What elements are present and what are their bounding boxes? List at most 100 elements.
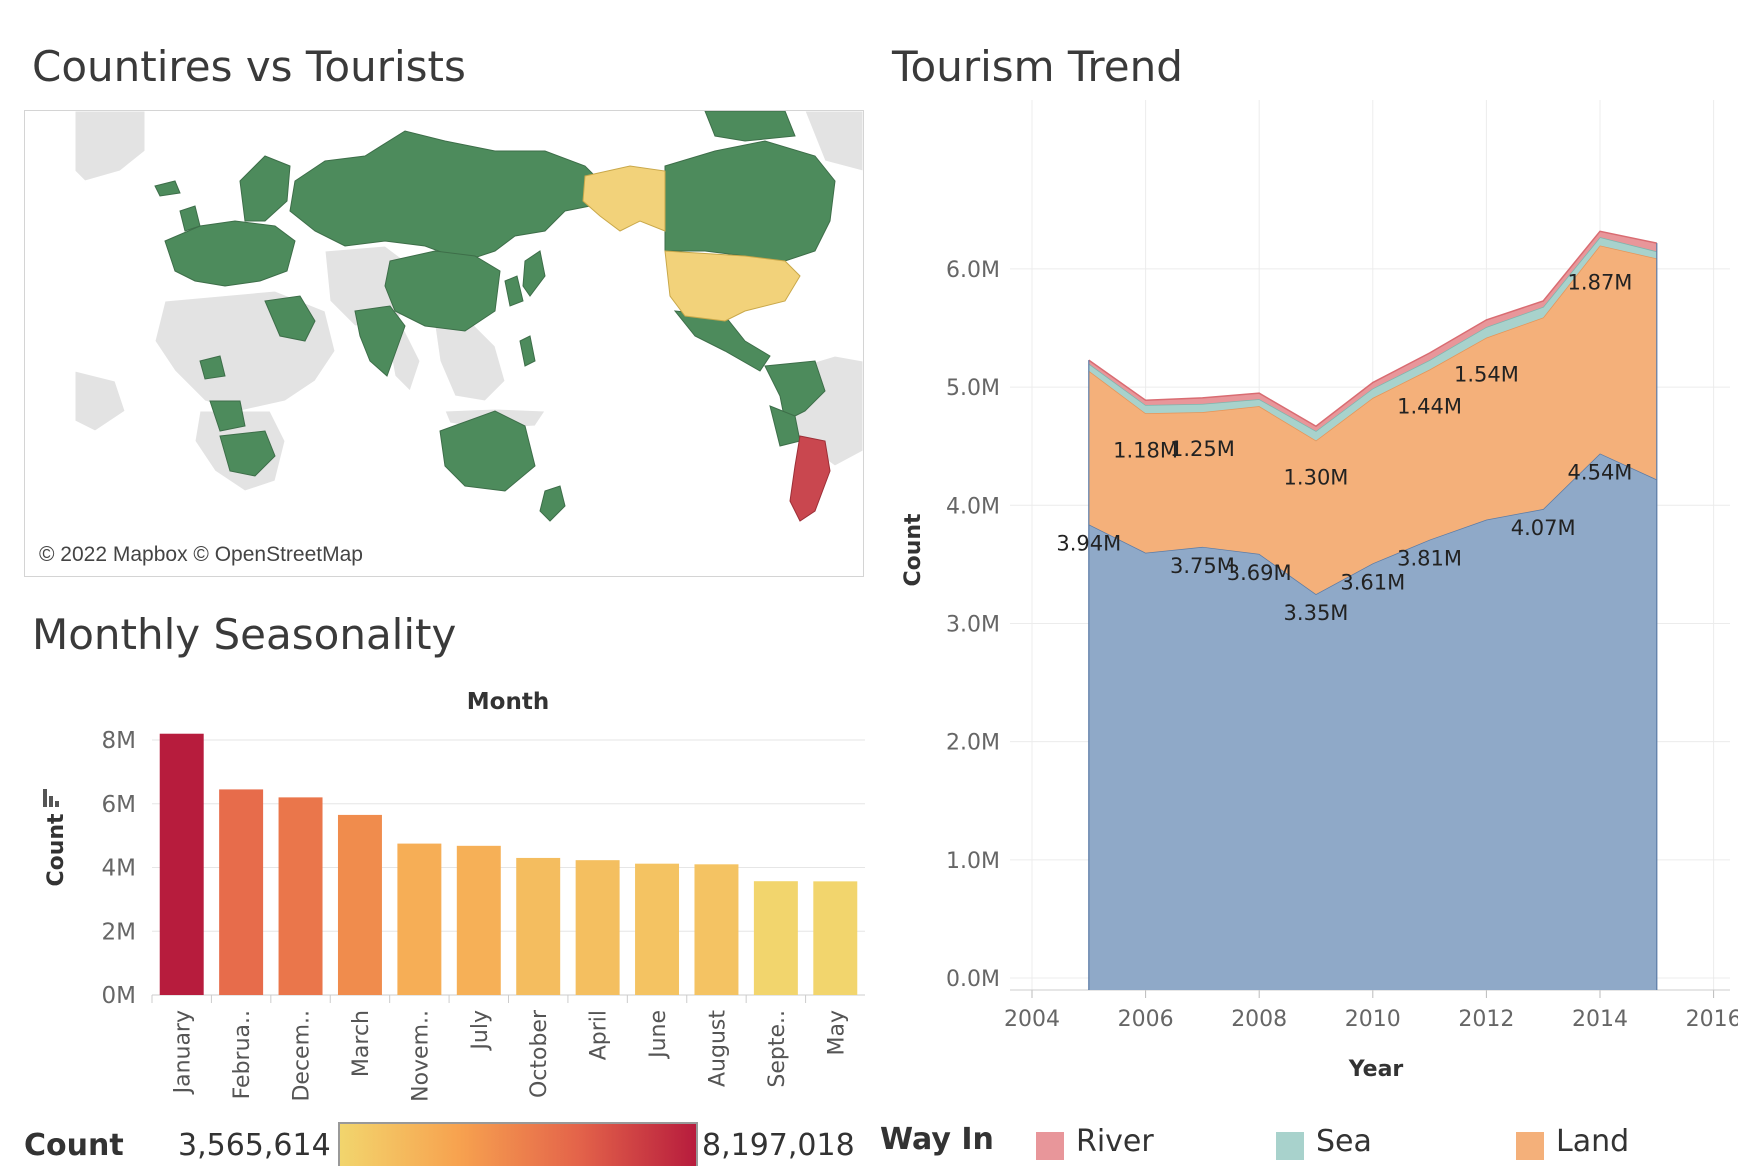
bar-x-tick: August bbox=[705, 1010, 730, 1087]
world-map[interactable] bbox=[25, 111, 863, 576]
count-legend: Count 3,565,614 8,197,018 bbox=[0, 1112, 880, 1166]
area-y-tick: 2.0M bbox=[946, 731, 1000, 756]
bar-11[interactable] bbox=[753, 881, 798, 995]
area-chart-y-label: Count bbox=[901, 513, 926, 587]
area-data-label: 3.75M bbox=[1170, 554, 1235, 578]
count-legend-max: 8,197,018 bbox=[702, 1128, 855, 1163]
bar-x-tick: May bbox=[824, 1010, 849, 1055]
bar-x-tick: Decem.. bbox=[290, 1010, 315, 1102]
seasonality-bar-chart[interactable]: Month Count 0M 2M 4M 6M 8M January Februa.. De… bbox=[0, 670, 880, 1110]
area-chart-x-ticks: 2004 2006 2008 2010 2012 2014 2016 bbox=[1004, 1007, 1738, 1032]
land-mexico bbox=[673, 310, 771, 372]
area-data-label: 3.81M bbox=[1397, 547, 1462, 571]
way-in-item-river[interactable]: River bbox=[1036, 1122, 1216, 1166]
area-data-label: 3.94M bbox=[1056, 531, 1121, 555]
bar-x-tick: Februa.. bbox=[230, 1010, 255, 1099]
area-x-tick: 2014 bbox=[1572, 1007, 1628, 1032]
count-legend-gradient[interactable] bbox=[338, 1122, 698, 1166]
bar-x-tick: March bbox=[349, 1010, 374, 1077]
bar-10[interactable] bbox=[694, 864, 739, 995]
bar-y-tick: 2M bbox=[102, 919, 136, 945]
way-in-item-land[interactable]: Land bbox=[1516, 1122, 1696, 1166]
river-label: River bbox=[1076, 1124, 1154, 1159]
bar-chart-y-label: Count bbox=[44, 813, 69, 887]
area-data-label: 1.54M bbox=[1454, 363, 1519, 387]
bar-y-tick: 4M bbox=[102, 856, 136, 882]
area-data-label: 1.30M bbox=[1284, 465, 1349, 489]
bar-6[interactable] bbox=[456, 845, 501, 995]
bar-y-tick: 8M bbox=[102, 728, 136, 754]
trend-title: Tourism Trend bbox=[892, 42, 1183, 91]
way-in-legend-label: Way In bbox=[880, 1122, 994, 1157]
land-russia bbox=[289, 130, 606, 262]
bar-3[interactable] bbox=[278, 797, 323, 995]
bar-1[interactable] bbox=[159, 733, 204, 995]
bar-9[interactable] bbox=[635, 863, 680, 995]
bar-5[interactable] bbox=[397, 843, 442, 995]
area-chart-layers bbox=[1088, 230, 1658, 990]
land-europe bbox=[164, 220, 296, 287]
area-x-tick: 2010 bbox=[1345, 1007, 1401, 1032]
bar-4[interactable] bbox=[337, 814, 382, 995]
bar-x-tick: Novem.. bbox=[408, 1010, 433, 1102]
area-layer-land[interactable] bbox=[1088, 245, 1657, 595]
land-korea-japan bbox=[504, 250, 546, 307]
seasonality-title: Monthly Seasonality bbox=[32, 610, 457, 659]
bar-12[interactable] bbox=[813, 881, 858, 995]
bar-7[interactable] bbox=[516, 857, 561, 995]
area-layer-air[interactable] bbox=[1088, 453, 1657, 990]
bar-2[interactable] bbox=[219, 789, 264, 995]
bar-x-tick: October bbox=[527, 1009, 552, 1098]
bar-y-tick: 6M bbox=[102, 792, 136, 818]
area-data-label: 3.35M bbox=[1284, 601, 1349, 625]
land-usa bbox=[664, 250, 801, 322]
land-south-africa bbox=[219, 430, 276, 477]
map-title: Countires vs Tourists bbox=[32, 42, 466, 91]
land-iceland bbox=[154, 180, 181, 197]
area-data-label: 4.54M bbox=[1568, 460, 1633, 484]
land-label: Land bbox=[1556, 1124, 1630, 1159]
bar-chart-sort-icon[interactable] bbox=[43, 789, 59, 807]
area-y-tick: 4.0M bbox=[946, 494, 1000, 519]
sea-label: Sea bbox=[1316, 1124, 1372, 1159]
area-data-label: 1.25M bbox=[1170, 437, 1235, 461]
area-y-tick: 5.0M bbox=[946, 376, 1000, 401]
land-greenland-edge bbox=[804, 111, 863, 172]
area-y-tick: 1.0M bbox=[946, 849, 1000, 874]
count-legend-label: Count bbox=[24, 1128, 124, 1163]
river-swatch bbox=[1036, 1132, 1064, 1160]
bar-x-tick: July bbox=[468, 1010, 493, 1052]
area-x-tick: 2016 bbox=[1686, 1007, 1738, 1032]
land-canada-islands bbox=[704, 111, 796, 142]
bar-chart-grid bbox=[151, 739, 865, 1003]
bar-chart-x-ticks: January Februa.. Decem.. March Novem.. July Oc… bbox=[171, 1009, 850, 1102]
land-philippines bbox=[519, 335, 536, 367]
land-saudi bbox=[264, 295, 316, 342]
area-line-river bbox=[1088, 230, 1657, 428]
bar-chart-y-ticks: 0M 2M 4M 6M 8M bbox=[102, 728, 136, 1009]
map-attribution[interactable]: © 2022 Mapbox © OpenStreetMap bbox=[35, 542, 367, 568]
bar-8[interactable] bbox=[575, 860, 620, 995]
area-data-label: 1.18M bbox=[1113, 438, 1178, 462]
land-alaska bbox=[582, 165, 666, 232]
area-data-label: 3.69M bbox=[1227, 561, 1292, 585]
land-southeast-asia bbox=[434, 320, 506, 402]
bar-x-tick: April bbox=[587, 1010, 612, 1060]
land-china bbox=[384, 250, 501, 332]
land-swatch bbox=[1516, 1132, 1544, 1160]
way-in-item-sea[interactable]: Sea bbox=[1276, 1122, 1456, 1166]
bar-x-tick: Septe.. bbox=[765, 1010, 790, 1088]
land-africa-bits bbox=[199, 355, 246, 432]
land-uk bbox=[179, 205, 201, 232]
area-x-tick: 2008 bbox=[1231, 1007, 1287, 1032]
sea-swatch bbox=[1276, 1132, 1304, 1160]
count-legend-min: 3,565,614 bbox=[178, 1128, 331, 1163]
land-south-america-north bbox=[764, 360, 826, 422]
bar-chart-bars bbox=[159, 733, 858, 995]
tourism-trend-area-chart[interactable]: 0.0M1.0M2.0M3.0M4.0M5.0M6.0M 2004 2006 200… bbox=[880, 100, 1738, 1100]
land-scandinavia bbox=[239, 155, 291, 222]
land-canada bbox=[664, 140, 836, 262]
area-chart-x-label: Year bbox=[1348, 1057, 1404, 1082]
map-panel[interactable]: © 2022 Mapbox © OpenStreetMap bbox=[24, 110, 864, 577]
bar-x-tick: June bbox=[646, 1010, 671, 1060]
